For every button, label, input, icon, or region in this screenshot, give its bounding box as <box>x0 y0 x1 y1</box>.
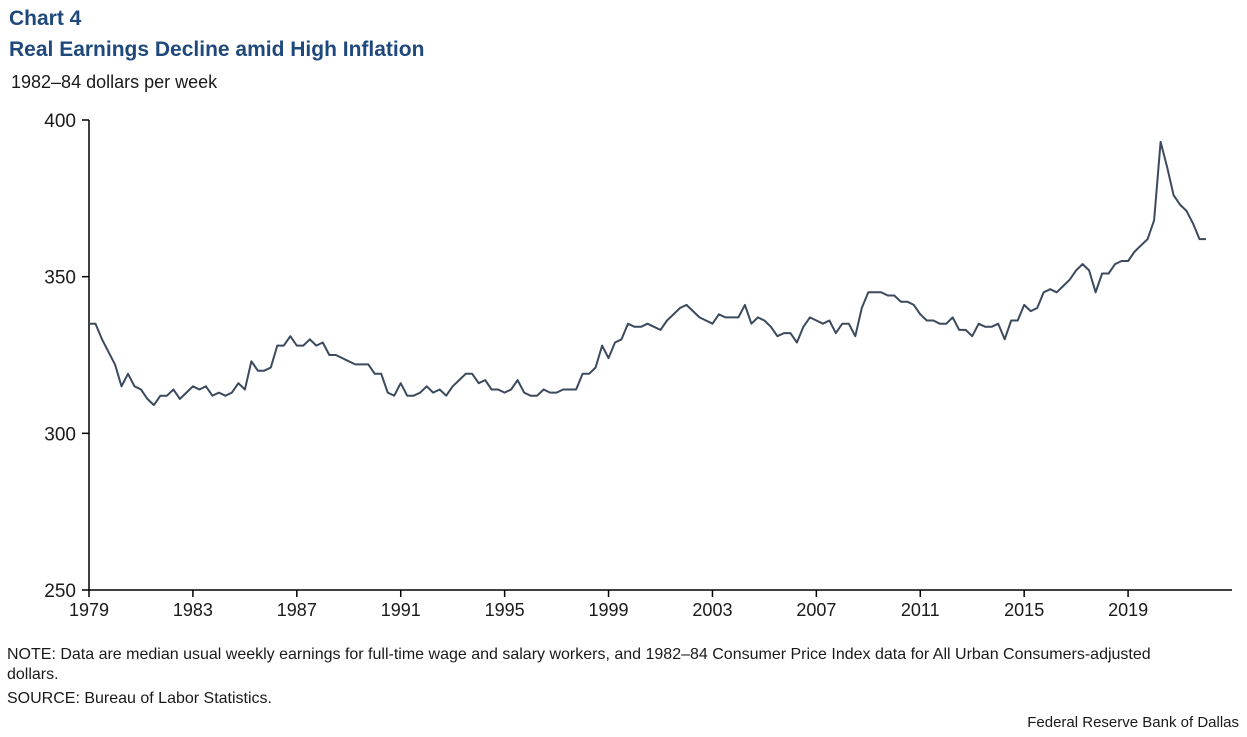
x-tick-label: 1979 <box>69 600 109 620</box>
series-line <box>89 140 1206 407</box>
y-tick-label: 350 <box>44 268 76 289</box>
y-tick-label: 250 <box>44 581 76 602</box>
x-tick-label: 2015 <box>1004 600 1044 620</box>
chart-note: NOTE: Data are median usual weekly earni… <box>7 646 1151 683</box>
x-tick-label: 1987 <box>277 600 317 620</box>
x-tick-label: 1999 <box>589 600 629 620</box>
x-tick-label: 2007 <box>796 600 836 620</box>
line-chart: 250 300 350 400 1979 1983 1987 1991 1995 1999 2003… <box>44 111 1232 620</box>
y-axis-unit-label: 1982–84 dollars per week <box>11 72 218 92</box>
x-tick-label: 2011 <box>901 600 940 620</box>
chart-title: Real Earnings Decline amid High Inflatio… <box>9 38 425 61</box>
y-tick-label: 300 <box>44 424 76 445</box>
chart-credit: Federal Reserve Bank of Dallas <box>1027 714 1239 731</box>
chart-source: SOURCE: Bureau of Labor Statistics. <box>7 690 272 707</box>
x-tick-label: 1983 <box>173 600 213 620</box>
axes <box>82 119 1232 597</box>
chart-number: Chart 4 <box>9 7 82 30</box>
x-tick-label: 2019 <box>1108 600 1148 620</box>
x-tick-label: 1995 <box>485 600 525 620</box>
y-tick-label: 400 <box>44 111 76 132</box>
x-tick-label: 2003 <box>692 600 732 620</box>
tick-labels: 250 300 350 400 1979 1983 1987 1991 1995 1999 2003… <box>44 111 1148 620</box>
x-tick-label: 1991 <box>381 600 421 620</box>
